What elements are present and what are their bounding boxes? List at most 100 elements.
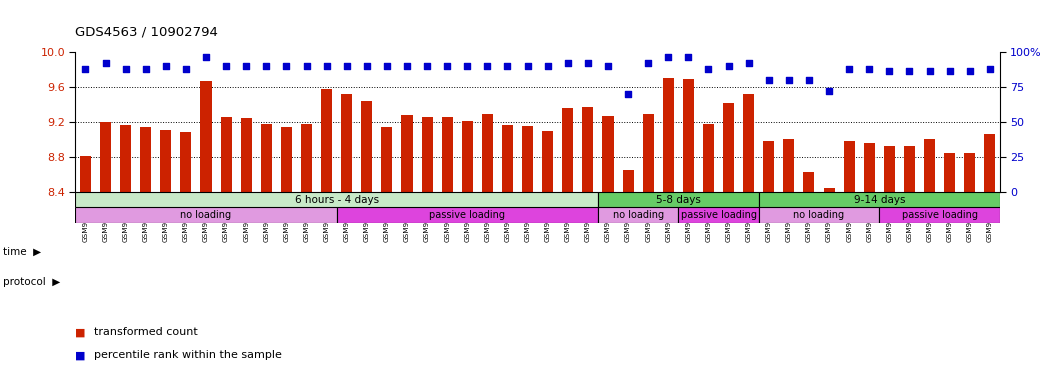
Point [720, 63, 737, 69]
Point [841, 66, 857, 72]
Text: time  ▶: time ▶ [3, 247, 41, 257]
Text: ■: ■ [75, 350, 86, 360]
Point [178, 66, 195, 72]
Bar [944, 153, 955, 192]
Point [519, 63, 536, 69]
Point [700, 66, 717, 72]
Text: GDS4563 / 10902794: GDS4563 / 10902794 [75, 25, 218, 38]
Bar [140, 127, 151, 192]
Bar [602, 116, 614, 192]
Bar [925, 139, 935, 192]
Text: percentile rank within the sample: percentile rank within the sample [94, 350, 282, 360]
Bar [723, 103, 734, 192]
Point [279, 63, 295, 69]
Bar [864, 143, 875, 192]
Point [439, 63, 455, 69]
Point [318, 63, 335, 69]
Point [358, 63, 375, 69]
Text: ■: ■ [75, 327, 86, 337]
Point [680, 55, 696, 61]
Point [660, 55, 676, 61]
Point [559, 60, 576, 66]
Bar [442, 117, 452, 192]
Text: 5-8 days: 5-8 days [655, 195, 700, 205]
Bar [200, 81, 211, 192]
Point [740, 60, 757, 66]
Point [600, 63, 617, 69]
Bar [783, 139, 795, 192]
Bar [643, 114, 653, 192]
Bar [381, 127, 393, 192]
Point [881, 68, 897, 74]
Point [258, 63, 274, 69]
Point [801, 77, 818, 83]
Text: transformed count: transformed count [94, 327, 198, 337]
Text: protocol  ▶: protocol ▶ [3, 277, 61, 287]
Bar [623, 170, 633, 192]
Bar [462, 121, 473, 192]
Point [760, 77, 777, 83]
Bar [502, 125, 513, 192]
Point [157, 63, 174, 69]
Point [620, 91, 637, 97]
Bar [884, 146, 895, 192]
Point [901, 68, 918, 74]
Bar [678, 207, 759, 223]
Bar [361, 101, 373, 192]
Bar [763, 141, 775, 192]
Point [579, 60, 596, 66]
Point [480, 63, 496, 69]
Point [861, 66, 877, 72]
Bar [803, 172, 815, 192]
Point [941, 68, 958, 74]
Point [218, 63, 235, 69]
Bar [582, 107, 594, 192]
Text: no loading: no loading [794, 210, 845, 220]
Bar [743, 94, 754, 192]
Text: passive loading: passive loading [901, 210, 978, 220]
Point [117, 66, 134, 72]
Bar [759, 207, 879, 223]
Point [298, 63, 315, 69]
Bar [101, 122, 111, 192]
Point [780, 77, 797, 83]
Point [419, 63, 436, 69]
Point [921, 68, 938, 74]
Bar [321, 89, 332, 192]
Bar [598, 192, 759, 207]
Point [499, 63, 516, 69]
Bar [964, 153, 975, 192]
Bar [703, 124, 714, 192]
Bar [160, 130, 172, 192]
Bar [80, 156, 91, 192]
Point [137, 66, 154, 72]
Text: passive loading: passive loading [429, 210, 506, 220]
Bar [844, 141, 854, 192]
Bar [120, 125, 131, 192]
Bar [337, 207, 598, 223]
Bar [879, 207, 1000, 223]
Point [379, 63, 396, 69]
Text: 6 hours - 4 days: 6 hours - 4 days [294, 195, 379, 205]
Bar [75, 207, 337, 223]
Bar [180, 131, 192, 192]
Point [821, 88, 838, 94]
Bar [221, 117, 231, 192]
Bar [542, 131, 553, 192]
Point [198, 55, 215, 61]
Bar [683, 79, 694, 192]
Point [399, 63, 416, 69]
Bar [75, 192, 598, 207]
Bar [241, 118, 251, 192]
Point [539, 63, 556, 69]
Point [981, 66, 998, 72]
Bar [824, 187, 834, 192]
Bar [598, 207, 678, 223]
Point [459, 63, 475, 69]
Bar [341, 94, 352, 192]
Bar [482, 114, 493, 192]
Bar [281, 127, 292, 192]
Bar [904, 146, 915, 192]
Bar [422, 117, 432, 192]
Bar [401, 115, 413, 192]
